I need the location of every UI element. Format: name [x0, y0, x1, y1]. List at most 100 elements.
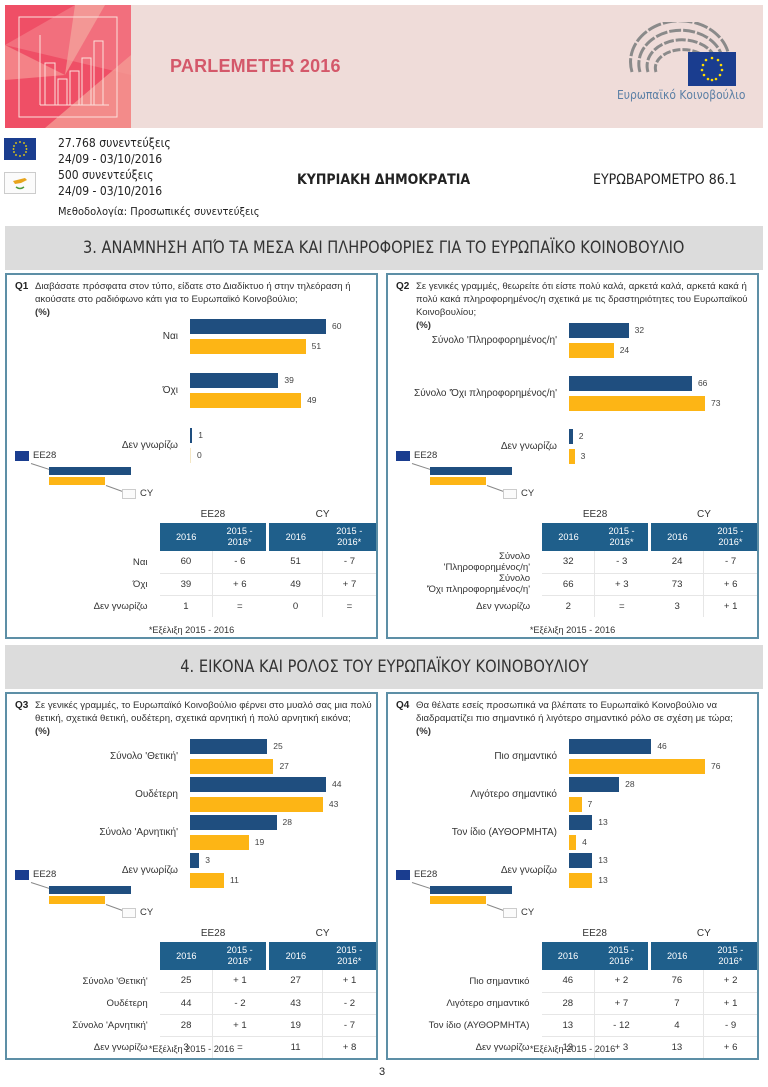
- table-cell-change: - 6: [212, 551, 267, 574]
- table-row: Λιγότερο σημαντικό 28 + 7 7 + 1: [405, 992, 757, 1015]
- unit-label: (%): [35, 726, 50, 737]
- table-cell-change: =: [346, 600, 353, 612]
- cy-dates: 24/09 - 03/10/2016: [58, 184, 163, 198]
- question-panel-q4: Q4 Θα θέλατε εσείς προσωπικά να βλέπατε τ…: [386, 692, 759, 1060]
- table-cell-change: - 2: [212, 992, 267, 1015]
- table-cell-change: - 7: [322, 1014, 376, 1037]
- table-cell-value: 13: [541, 1036, 596, 1058]
- bar-cy: [190, 797, 323, 812]
- table-cell-value: 39: [159, 573, 214, 596]
- table-cell-value: 28: [541, 992, 596, 1015]
- eu-flag-icon: [4, 138, 36, 160]
- legend-swatch-ee28: [49, 467, 131, 475]
- footnote: *Εξέλιξη 2015 - 2016: [529, 625, 616, 635]
- legend-label-cy: CY: [521, 488, 535, 499]
- unit-label: (%): [416, 320, 431, 331]
- table-row-label: Πιο σημαντικό: [469, 975, 530, 987]
- legend-label-ee28: EE28: [33, 869, 57, 880]
- table-cell-change: + 2: [703, 970, 757, 993]
- table-row: Πιο σημαντικό 46 + 2 76 + 2: [405, 970, 757, 993]
- table-row-label: Σύνολο 'Όχι πληροφορημένος/η': [426, 573, 531, 595]
- table-cell-value: 76: [650, 970, 705, 993]
- bar-cy: [569, 759, 705, 774]
- question-number: Q4: [396, 700, 410, 711]
- table-row-label: Σύνολο 'Θετική': [82, 975, 148, 987]
- methodology: Μεθοδολογία: Προσωπικές συνεντεύξεις: [58, 205, 260, 218]
- table-row-label: Όχι: [132, 578, 148, 590]
- question-text: Σε γενικές γραμμές, το Ευρωπαϊκό Κοινοβο…: [35, 700, 372, 724]
- table-cell-value: 13: [650, 1036, 705, 1058]
- table-cell-change: =: [237, 600, 243, 612]
- legend-eu-flag-icon: [396, 870, 410, 880]
- table-row: Σύνολο 'Πληροφορημένος/η' 32- 3 24- 7: [405, 551, 757, 574]
- bar-cy: [569, 396, 705, 411]
- table-cell-change: + 6: [212, 573, 267, 596]
- table-row-label: Δεν γνωρίζω: [93, 1041, 148, 1053]
- table-group-cy: CY: [315, 927, 330, 939]
- bar-value-label: 1: [198, 430, 203, 440]
- section-title: 3. ΑΝΑΜΝΗΣΗ ΑΠΌ ΤΑ ΜΕΣΑ ΚΑΙ ΠΛΗΡΟΦΟΡΙΕΣ …: [83, 238, 685, 258]
- legend-cy-flag-icon: [122, 489, 136, 499]
- table-row: Ουδέτερη 44- 2 43- 2: [24, 992, 376, 1015]
- bar-cy: [569, 797, 582, 812]
- bar-value-label: 27: [279, 761, 289, 771]
- bar-value-label: 13: [598, 817, 608, 827]
- legend-eu-flag-icon: [396, 451, 410, 461]
- page-number: 3: [379, 1066, 386, 1078]
- table-row: Δεν γνωρίζω 1 = 0 =: [24, 595, 376, 617]
- footnote: *Εξέλιξη 2015 - 2016: [148, 625, 235, 635]
- table-cell-value: 25: [159, 970, 214, 993]
- table-header-change: 2015 - 2016*: [703, 942, 757, 970]
- bar-value-label: 73: [711, 398, 721, 408]
- table-cell-value: 13: [541, 1014, 596, 1037]
- bar-value-label: 4: [582, 837, 587, 847]
- bar-ee28: [569, 853, 593, 868]
- table-cell-change: - 3: [594, 551, 649, 574]
- question-text: Σε γενικές γραμμές, θεωρείτε ότι είστε π…: [416, 281, 748, 318]
- table-row: Όχι 39 + 6 49 + 7: [24, 573, 376, 596]
- table-cell-value: 32: [542, 551, 596, 574]
- bar-value-label: 49: [307, 395, 317, 405]
- bar-value-label: 44: [332, 779, 342, 789]
- bar-value-label: 60: [332, 321, 342, 331]
- legend-swatch-cy: [49, 896, 105, 904]
- table-row-label: Σύνολο 'Αρνητική': [72, 1019, 148, 1031]
- bar-cy: [190, 448, 191, 463]
- legend-cy-flag-icon: [122, 908, 136, 918]
- table-cell-value: 1: [159, 595, 214, 617]
- table-row-label: Λιγότερο σημαντικό: [446, 997, 530, 1009]
- table-cell-change: + 7: [322, 573, 376, 596]
- legend-connector: [30, 882, 51, 890]
- data-table: EE28 CY 2016 2015 - 2016* 2016 2015 - 2016* Σύ…: [405, 505, 757, 617]
- table-header-2016: 2016: [269, 523, 323, 551]
- legend-cy-flag-icon: [503, 908, 517, 918]
- table-header-change: 2015 - 2016*: [594, 523, 649, 551]
- table-cell-value: 28: [159, 1014, 214, 1037]
- question-panel-q2: Q2 Σε γενικές γραμμές, θεωρείτε ότι είστε…: [386, 273, 759, 639]
- table-cell-value: 73: [650, 573, 705, 596]
- bar-ee28: [569, 815, 593, 830]
- legend-cy-flag-icon: [503, 489, 517, 499]
- table-header-change: 2015 - 2016*: [212, 523, 267, 551]
- category-label: Πιο σημαντικό: [494, 751, 557, 762]
- table-group-cy: CY: [315, 508, 330, 520]
- bar-value-label: 32: [634, 325, 645, 335]
- bar-ee28: [569, 429, 573, 444]
- table-row-label: Δεν γνωρίζω: [93, 600, 148, 612]
- table-row: Δεν γνωρίζω 3 = 11 + 8: [24, 1036, 376, 1058]
- table-cell-value: 60: [159, 551, 214, 574]
- legend-eu-flag-icon: [15, 451, 29, 461]
- table-cell-change: + 1: [723, 600, 738, 612]
- table-cell-value: 11: [269, 1036, 324, 1058]
- table-cell-change: + 2: [594, 970, 648, 993]
- legend-swatch-ee28: [430, 886, 512, 894]
- table-row: Ναι 60- 6 51- 7: [24, 551, 376, 574]
- legend-label-cy: CY: [521, 907, 535, 918]
- legend-label-ee28: EE28: [414, 450, 438, 461]
- bar-cy: [190, 759, 274, 774]
- legend-connector: [30, 463, 51, 471]
- table-cell-change: - 7: [703, 551, 757, 574]
- table-cell-value: 19: [269, 1014, 324, 1037]
- table-header-2016: 2016: [650, 942, 704, 970]
- category-label: Ουδέτερη: [135, 789, 178, 800]
